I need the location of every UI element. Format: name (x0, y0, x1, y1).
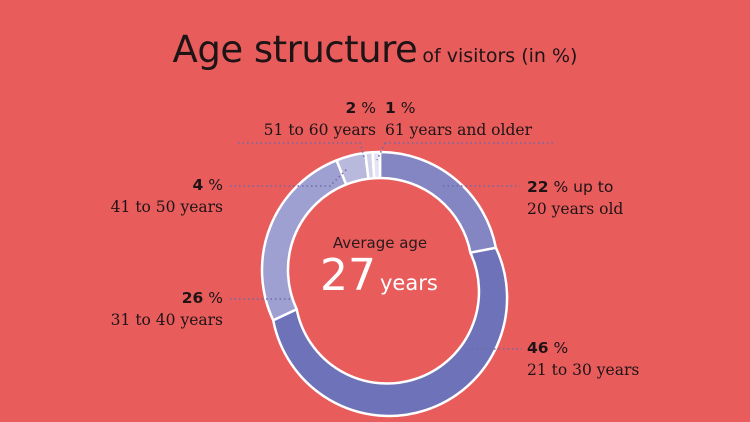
title-main: Age structure (172, 28, 418, 71)
center-caption: Average age (332, 234, 428, 252)
label-1: 1 % 61 years and older (385, 99, 532, 139)
center-value: 27 years (320, 250, 438, 301)
label-22: 22 % up to 20 years old (527, 178, 624, 218)
label-26: 26 % 31 to 40 years (110, 289, 223, 329)
label-46: 46 % 21 to 30 years (527, 339, 640, 379)
label-2: 2 % 51 to 60 years (263, 99, 376, 139)
average-age-unit: years (380, 271, 438, 295)
chart-title: Age structure of visitors (in %) (0, 28, 750, 71)
title-sub: of visitors (in %) (422, 45, 578, 67)
label-4: 4 % 41 to 50 years (110, 176, 223, 216)
segment-46 (271, 246, 509, 418)
segment-1 (371, 150, 382, 180)
average-age-value: 27 (320, 250, 376, 301)
